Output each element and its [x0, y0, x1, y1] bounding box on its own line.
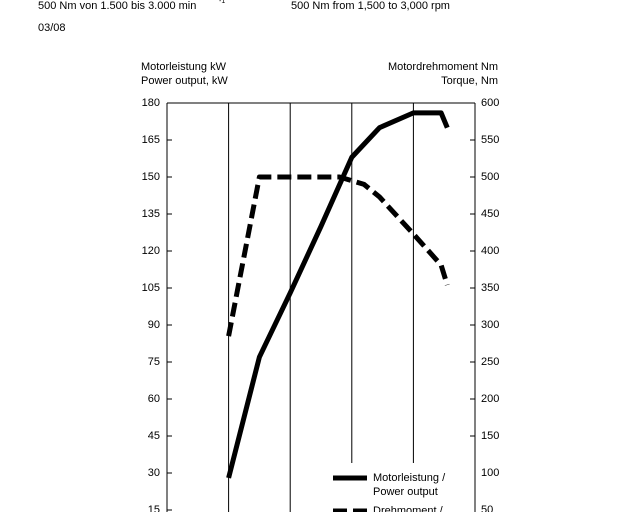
- y2-tick-label: 150: [481, 430, 499, 442]
- y2-tick-label: 600: [481, 97, 499, 109]
- y2-axis-label: Motordrehmoment Nm: [388, 61, 498, 73]
- y2-tick-label: 400: [481, 245, 499, 257]
- y-tick-label: 45: [148, 430, 160, 442]
- y2-tick-label: 50: [481, 504, 493, 512]
- y-axis-label: Power output, kW: [141, 75, 228, 87]
- y-tick-label: 75: [148, 356, 160, 368]
- y-tick-label: 150: [142, 171, 160, 183]
- y-tick-label: 180: [142, 97, 160, 109]
- series-line: [226, 174, 450, 337]
- header-superscript: -1: [219, 0, 225, 5]
- date: 03/08: [38, 22, 66, 34]
- y2-tick-label: 200: [481, 393, 499, 405]
- y2-axis-label: Torque, Nm: [441, 75, 498, 87]
- header-left: 500 Nm von 1.500 bis 3.000 min: [38, 0, 196, 12]
- y2-tick-label: 100: [481, 467, 499, 479]
- y2-tick-label: 500: [481, 171, 499, 183]
- y2-tick-label: 450: [481, 208, 499, 220]
- y-tick-label: 90: [148, 319, 160, 331]
- y-tick-label: 30: [148, 467, 160, 479]
- legend-label: Motorleistung / Power output: [373, 472, 448, 498]
- legend-label: Drehmoment /: [373, 505, 444, 512]
- legend-line: Motorleistung /: [373, 472, 448, 484]
- legend-box: [327, 463, 475, 512]
- y-axis-label: Motorleistung kW: [141, 61, 227, 73]
- y-tick-label: 15: [148, 504, 160, 512]
- y2-tick-label: 350: [481, 282, 499, 294]
- y2-tick-label: 250: [481, 356, 499, 368]
- legend-line: Power output: [373, 486, 438, 498]
- y-tick-label: 120: [142, 245, 160, 257]
- header-right: 500 Nm from 1,500 to 3,000 rpm: [291, 0, 450, 12]
- y-tick-label: 135: [142, 208, 160, 220]
- y-tick-label: 105: [142, 282, 160, 294]
- y-tick-label: 60: [148, 393, 160, 405]
- y-tick-label: 165: [142, 134, 160, 146]
- series-line: [226, 110, 450, 479]
- y2-tick-label: 550: [481, 134, 499, 146]
- y2-tick-label: 300: [481, 319, 499, 331]
